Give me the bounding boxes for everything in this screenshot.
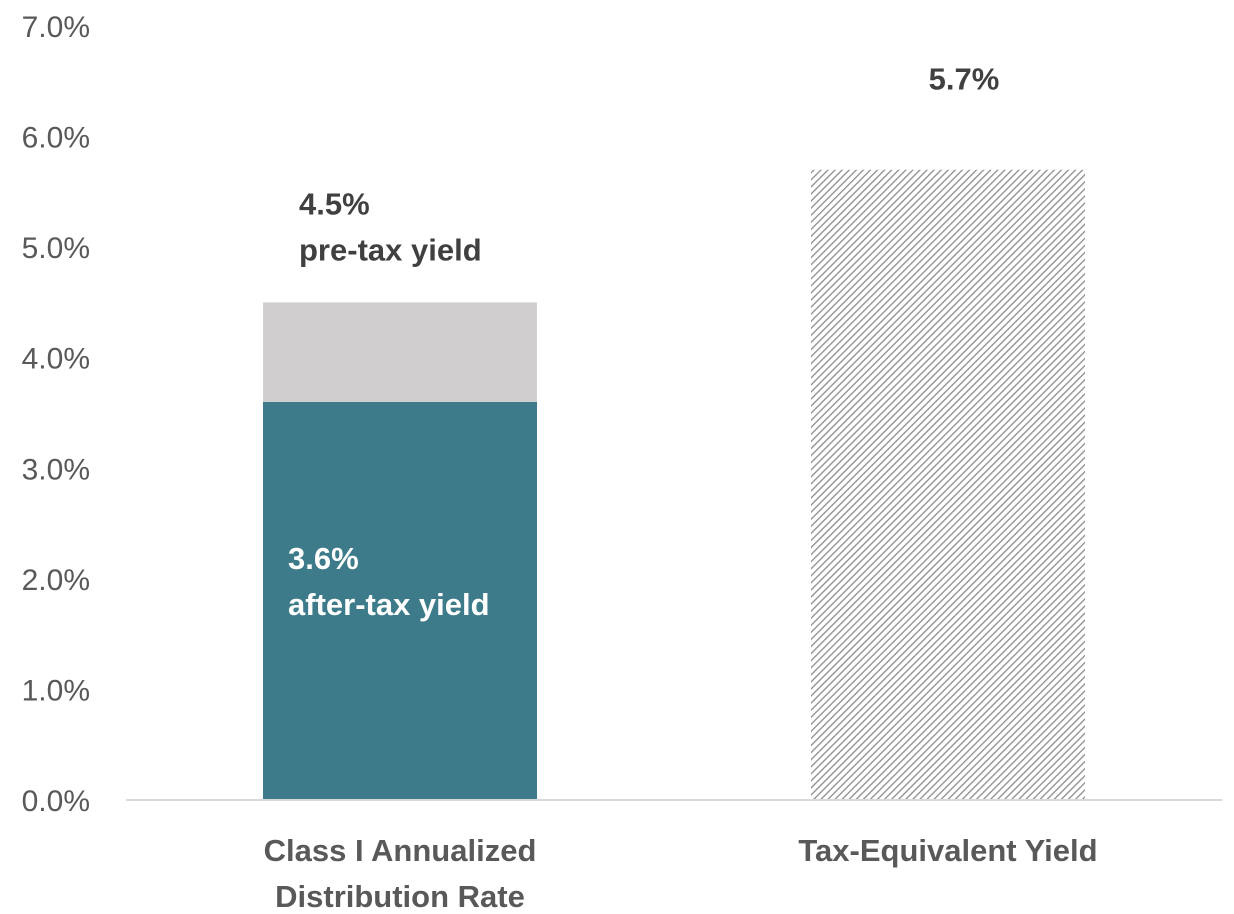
y-tick-label: 3.0% <box>22 453 90 486</box>
category-labels: Class I Annualized Distribution Rate Tax-E… <box>264 833 1098 914</box>
category-label: Class I Annualized <box>264 833 537 868</box>
bar-segment <box>263 401 537 800</box>
y-tick-label: 2.0% <box>22 564 90 597</box>
y-tick-label: 5.0% <box>22 232 90 265</box>
y-tick-label: 0.0% <box>22 785 90 818</box>
y-axis-tick-labels: 0.0% 1.0% 2.0% 3.0% 4.0% 5.0% 6.0% 7.0% <box>22 11 90 818</box>
bar-segment <box>811 169 1085 800</box>
y-tick-label: 1.0% <box>22 674 90 707</box>
y-tick-label: 4.0% <box>22 343 90 376</box>
y-tick-label: 6.0% <box>22 122 90 155</box>
bar-segment <box>263 302 537 402</box>
y-tick-label: 7.0% <box>22 11 90 44</box>
data-label: 3.6% <box>288 541 359 576</box>
data-label: 4.5% <box>299 186 370 221</box>
category-label: Distribution Rate <box>275 879 525 914</box>
data-label: pre-tax yield <box>299 232 482 267</box>
data-labels: 3.6% after-tax yield 4.5% pre-tax yield 5.7% <box>288 62 999 622</box>
bars <box>263 169 1085 800</box>
data-label: 5.7% <box>929 62 1000 97</box>
data-label: after-tax yield <box>288 587 490 622</box>
category-label: Tax-Equivalent Yield <box>798 833 1097 868</box>
